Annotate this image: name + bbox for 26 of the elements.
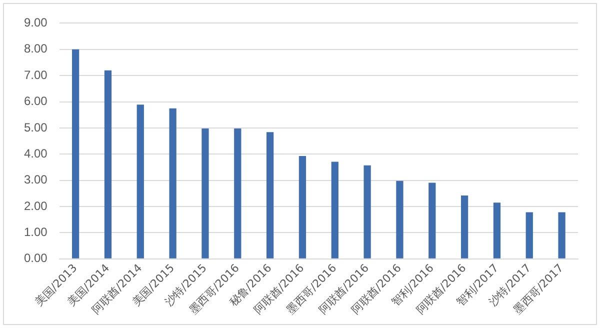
y-tick-label: 9.00 bbox=[24, 16, 48, 30]
y-tick-label: 7.00 bbox=[24, 68, 48, 82]
y-tick-label: 0.00 bbox=[24, 251, 48, 266]
y-tick-label: 3.00 bbox=[24, 172, 48, 187]
bar bbox=[460, 196, 468, 258]
bar bbox=[493, 202, 501, 258]
y-tick-label: 5.00 bbox=[24, 120, 48, 134]
y-tick-label: 8.00 bbox=[24, 42, 48, 56]
bar bbox=[234, 128, 242, 258]
bar bbox=[104, 70, 112, 258]
bar bbox=[364, 165, 371, 258]
y-tick-label: 2.00 bbox=[24, 198, 48, 213]
bar bbox=[202, 128, 209, 258]
bar bbox=[526, 212, 533, 258]
bar bbox=[428, 182, 436, 258]
bar bbox=[72, 49, 80, 258]
bar bbox=[298, 156, 306, 258]
bar bbox=[558, 212, 566, 258]
bar bbox=[331, 162, 338, 258]
bar bbox=[396, 180, 404, 258]
bar bbox=[136, 104, 144, 258]
bar bbox=[169, 108, 176, 258]
y-tick-label: 4.00 bbox=[24, 146, 48, 160]
y-tick-label: 6.00 bbox=[24, 94, 48, 108]
bar bbox=[266, 132, 274, 258]
y-tick-label: 1.00 bbox=[24, 225, 48, 240]
